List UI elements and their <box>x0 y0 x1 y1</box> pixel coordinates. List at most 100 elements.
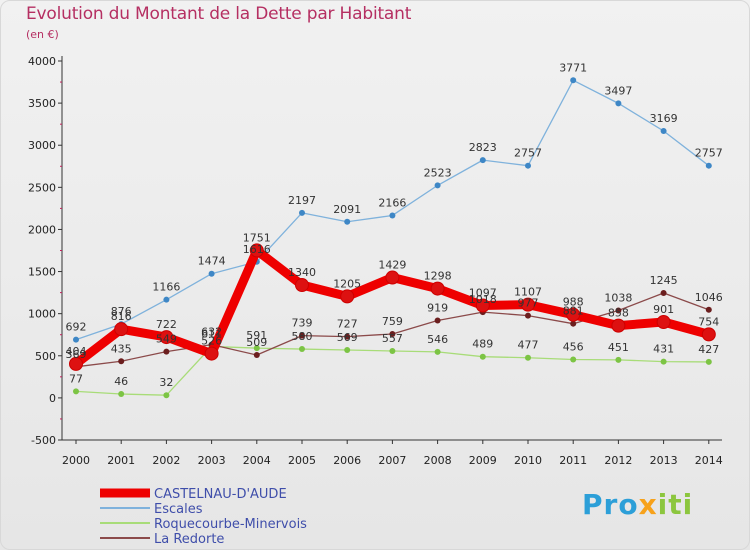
data-label: 816 <box>111 310 132 323</box>
data-point <box>118 358 125 365</box>
data-point <box>208 270 215 277</box>
y-tick-label: 1000 <box>28 308 56 321</box>
legend-label: Escales <box>154 502 203 517</box>
data-label: 2757 <box>514 147 542 160</box>
data-point <box>479 157 486 164</box>
data-label: 1751 <box>243 231 271 244</box>
data-point <box>299 209 305 216</box>
x-tick-label: 2013 <box>650 454 678 467</box>
data-label: 456 <box>563 340 584 353</box>
data-point <box>570 356 577 363</box>
data-label: 1046 <box>695 291 723 304</box>
logo-part-2: x <box>638 488 658 521</box>
data-point <box>566 307 581 322</box>
data-point <box>299 332 305 339</box>
data-label: 404 <box>66 345 87 358</box>
chart-title: Evolution du Montant de la Dette par Hab… <box>26 4 412 24</box>
x-tick-label: 2011 <box>559 454 587 467</box>
data-point <box>73 388 79 395</box>
data-point <box>705 162 712 169</box>
data-label: 919 <box>427 301 448 314</box>
data-point <box>705 358 712 365</box>
data-label: 369 <box>66 348 87 361</box>
data-point <box>344 346 351 353</box>
y-tick-label: 0 <box>49 392 56 405</box>
data-label: 1245 <box>650 274 678 287</box>
x-tick-label: 2007 <box>378 454 406 467</box>
x-tick-label: 2006 <box>333 454 361 467</box>
unit-label: (en €) <box>26 28 59 41</box>
y-tick-label: 1500 <box>28 266 56 279</box>
data-label: 526 <box>201 335 222 348</box>
data-point <box>434 182 441 189</box>
data-point <box>73 336 79 343</box>
data-label: 1340 <box>288 266 316 279</box>
data-point <box>570 320 577 327</box>
data-label: 2091 <box>333 203 361 216</box>
data-point <box>615 356 622 363</box>
logo-part-1: Pro <box>582 488 639 521</box>
data-point <box>521 297 535 312</box>
data-label: 427 <box>698 343 719 356</box>
data-label: 722 <box>156 318 177 331</box>
data-label: 881 <box>563 305 584 318</box>
data-label: 759 <box>382 315 403 328</box>
data-label: 1205 <box>333 277 361 290</box>
data-label: 1107 <box>514 286 542 299</box>
data-label: 3169 <box>650 112 678 125</box>
data-point <box>385 270 400 285</box>
data-point <box>570 77 577 84</box>
data-point <box>705 306 712 313</box>
data-label: 692 <box>66 321 87 334</box>
legend-label: CASTELNAU-D'AUDE <box>154 487 287 502</box>
data-label: 727 <box>337 318 358 331</box>
x-tick-label: 2001 <box>107 454 135 467</box>
data-point <box>475 298 490 313</box>
y-tick-label: 3000 <box>28 139 56 152</box>
data-label: 32 <box>159 376 173 389</box>
data-point <box>389 212 396 219</box>
data-label: 754 <box>698 315 719 328</box>
data-label: 591 <box>246 329 267 342</box>
y-tick-label: 4000 <box>28 55 56 68</box>
x-tick-label: 2008 <box>424 454 452 467</box>
data-point <box>434 348 441 355</box>
data-label: 632 <box>201 326 222 339</box>
proxiti-logo: Proxiti <box>582 488 693 521</box>
y-tick-label: 2500 <box>28 181 56 194</box>
data-label: 876 <box>111 305 132 318</box>
data-point <box>389 347 396 354</box>
data-label: 489 <box>472 338 493 351</box>
data-label: 2166 <box>378 196 406 209</box>
data-point <box>701 327 716 342</box>
y-tick-label: 500 <box>35 350 56 363</box>
y-tick-label: 2000 <box>28 223 56 236</box>
data-label: 1298 <box>424 270 452 283</box>
data-label: 431 <box>653 343 674 356</box>
data-label: 739 <box>292 317 313 330</box>
data-point <box>615 100 622 107</box>
data-label: 1429 <box>378 259 406 272</box>
x-tick-label: 2012 <box>604 454 632 467</box>
data-point <box>299 346 305 353</box>
data-label: 2823 <box>469 141 497 154</box>
data-label: 557 <box>382 332 403 345</box>
data-label: 988 <box>563 296 584 309</box>
data-point <box>340 289 355 304</box>
data-point <box>525 162 531 169</box>
data-label: 977 <box>518 297 539 310</box>
data-label: 1038 <box>604 291 632 304</box>
data-label: 1097 <box>469 286 497 299</box>
data-point <box>525 312 531 319</box>
data-label: 451 <box>608 341 629 354</box>
data-label: 2523 <box>424 166 452 179</box>
data-label: 509 <box>246 336 267 349</box>
data-point <box>611 318 626 333</box>
x-tick-label: 2003 <box>198 454 226 467</box>
logo-part-3: iti <box>657 488 694 521</box>
data-label: 580 <box>292 330 313 343</box>
data-point <box>615 307 622 314</box>
data-point <box>159 330 174 345</box>
data-point <box>163 348 170 355</box>
